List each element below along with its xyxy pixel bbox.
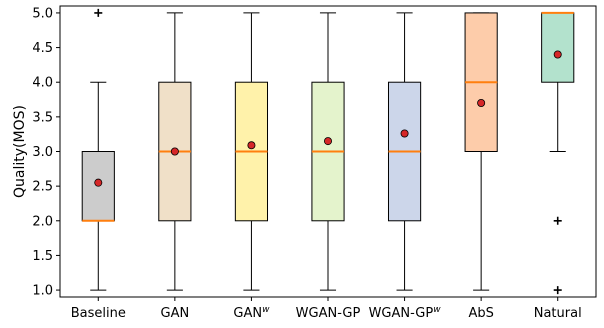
mean-marker	[553, 50, 562, 59]
x-tick-label: Baseline	[71, 306, 126, 321]
x-tick-label: WGAN-GP	[296, 306, 361, 321]
box-group	[464, 12, 498, 291]
box-group	[234, 12, 269, 291]
y-tick-label: 1.0	[32, 284, 53, 299]
x-tick-label-text: GAN	[233, 306, 262, 321]
y-tick-label: 1.5	[32, 249, 53, 264]
y-tick-label: 4.0	[32, 76, 53, 91]
x-tick-label-superscript: w	[433, 305, 441, 315]
y-tick-label: 2.5	[32, 180, 53, 195]
x-tick-label: WGAN-GPw	[369, 305, 442, 321]
box-group	[81, 8, 115, 291]
x-tick-label-text: WGAN-GP	[369, 306, 434, 321]
mean-marker	[400, 129, 409, 138]
box-group	[158, 12, 192, 291]
x-tick-label: GANw	[233, 305, 270, 321]
label-layer: 1.0 1.5 2.0 2.5 3.0 3.5 4.0 4.5 5.0 Quality(MOS) B…	[12, 6, 582, 321]
box-iqr	[541, 12, 575, 83]
mean-marker	[323, 137, 332, 146]
y-tick-label: 3.0	[32, 145, 53, 160]
outlier-marker	[94, 8, 103, 17]
mean-marker	[94, 178, 103, 187]
x-tick-label-text: Baseline	[71, 306, 126, 321]
box-group	[541, 11, 575, 295]
mean-marker	[477, 99, 486, 108]
axis-layer	[56, 12, 559, 301]
outlier-marker	[553, 216, 562, 225]
plot-frame	[59, 5, 597, 298]
x-tick-label-superscript: w	[262, 305, 270, 315]
y-tick-label: 2.0	[32, 214, 53, 229]
x-tick-label: Natural	[534, 306, 582, 321]
outlier-marker	[553, 286, 562, 295]
x-tick-label-text: WGAN-GP	[296, 306, 361, 321]
x-tick-label: AbS	[468, 306, 493, 321]
x-tick-label-text: GAN	[161, 306, 190, 321]
box-layer	[81, 8, 575, 295]
y-tick-label: 4.5	[32, 41, 53, 56]
y-axis-title: Quality(MOS)	[12, 105, 28, 198]
y-tick-label: 3.5	[32, 110, 53, 125]
box-group	[387, 12, 422, 291]
x-tick-label-text: AbS	[468, 306, 493, 321]
y-tick-label: 5.0	[32, 6, 53, 21]
mean-marker	[170, 147, 179, 156]
x-tick-label-text: Natural	[534, 306, 582, 321]
box-group	[311, 12, 345, 291]
x-tick-label: GAN	[161, 306, 190, 321]
mean-marker	[247, 141, 256, 150]
